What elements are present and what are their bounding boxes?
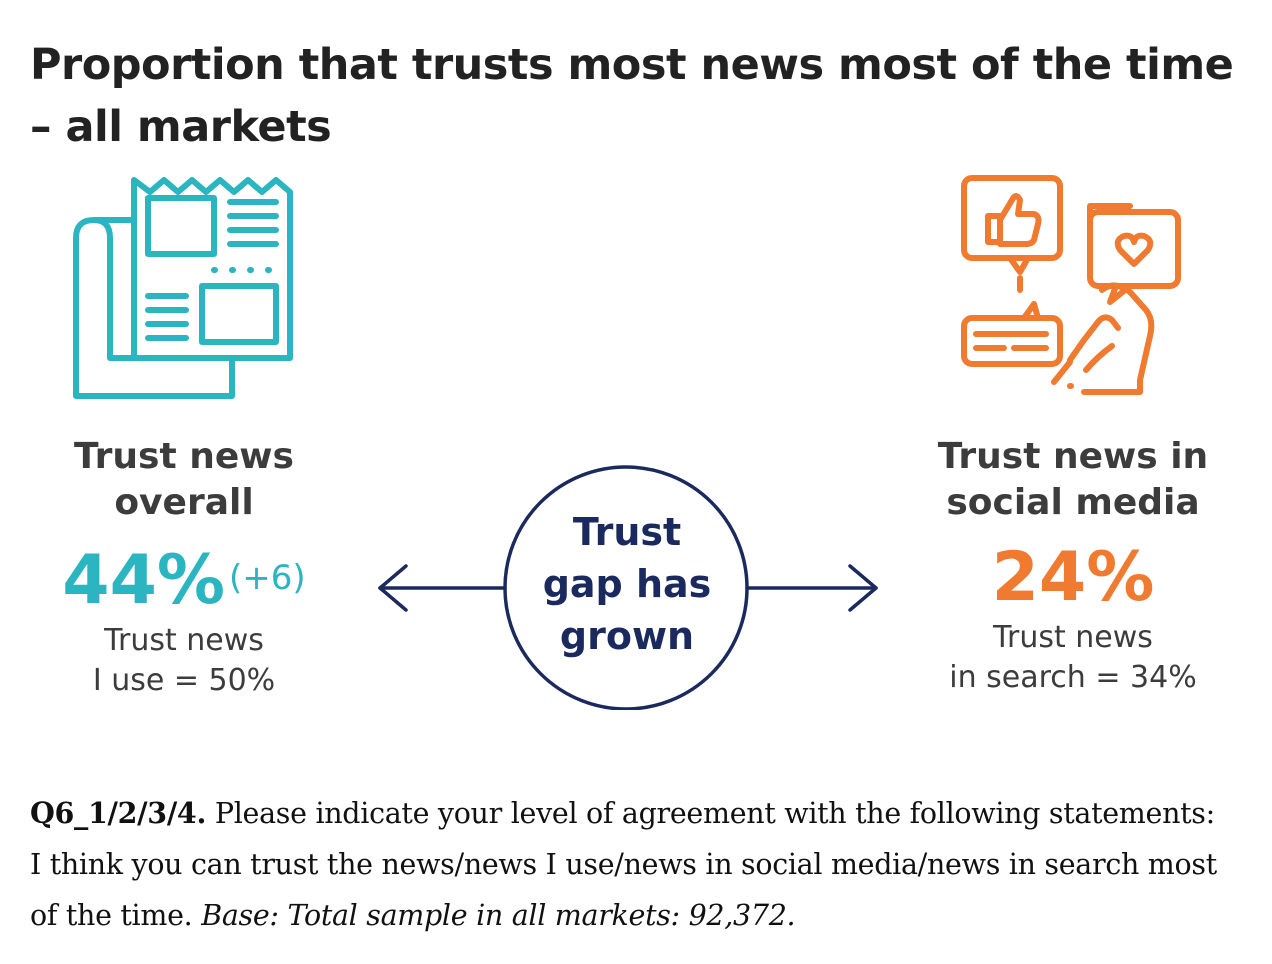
newspaper-icon [73, 177, 293, 399]
trust-social-heading-line1: Trust news in [937, 436, 1209, 477]
trust-news-search-line1: Trust news [993, 620, 1153, 655]
left-arrow-head [378, 564, 408, 612]
trust-social-heading: Trust news in social media [928, 434, 1218, 526]
social-media-icon [961, 175, 1181, 395]
trust-social-value: 24% [991, 538, 1155, 617]
trust-gap-graphic [378, 465, 878, 710]
trust-news-search-line2: in search = 34% [949, 660, 1197, 695]
trust-gap-label: Trust gap has grown [505, 506, 749, 662]
trust-gap-line2: gap has [542, 562, 712, 606]
trust-overall-heading-line2: overall [114, 482, 254, 523]
trust-overall-heading-line1: Trust news [74, 436, 294, 477]
trust-overall-block: Trust news overall 44% (+6) Trust news I … [40, 434, 328, 701]
trust-news-search: Trust news in search = 34% [928, 618, 1218, 698]
trust-overall-value: 44% [62, 541, 226, 620]
footnote-base: Base: Total sample in all markets: 92,37… [201, 899, 796, 932]
right-arrow-head [848, 564, 878, 612]
trust-gap-line1: Trust [572, 510, 682, 554]
footnote-code: Q6_1/2/3/4. [30, 796, 207, 830]
trust-social-heading-line2: social media [946, 482, 1200, 523]
footnote-text: Please indicate your level of agreement … [30, 797, 1217, 932]
trust-news-i-use: Trust news I use = 50% [40, 621, 328, 701]
trust-overall-heading: Trust news overall [40, 434, 328, 526]
trust-overall-value-row: 44% (+6) [40, 540, 328, 619]
footnote: Q6_1/2/3/4. Please indicate your level o… [30, 788, 1230, 941]
trust-gap-line3: grown [559, 614, 695, 658]
trust-overall-change: (+6) [229, 558, 306, 598]
trust-news-i-use-line2: I use = 50% [92, 663, 276, 698]
page-title: Proportion that trusts most news most of… [30, 40, 1234, 152]
trust-news-i-use-line1: Trust news [104, 623, 264, 658]
trust-social-block: Trust news in social media 24% Trust new… [928, 434, 1218, 698]
